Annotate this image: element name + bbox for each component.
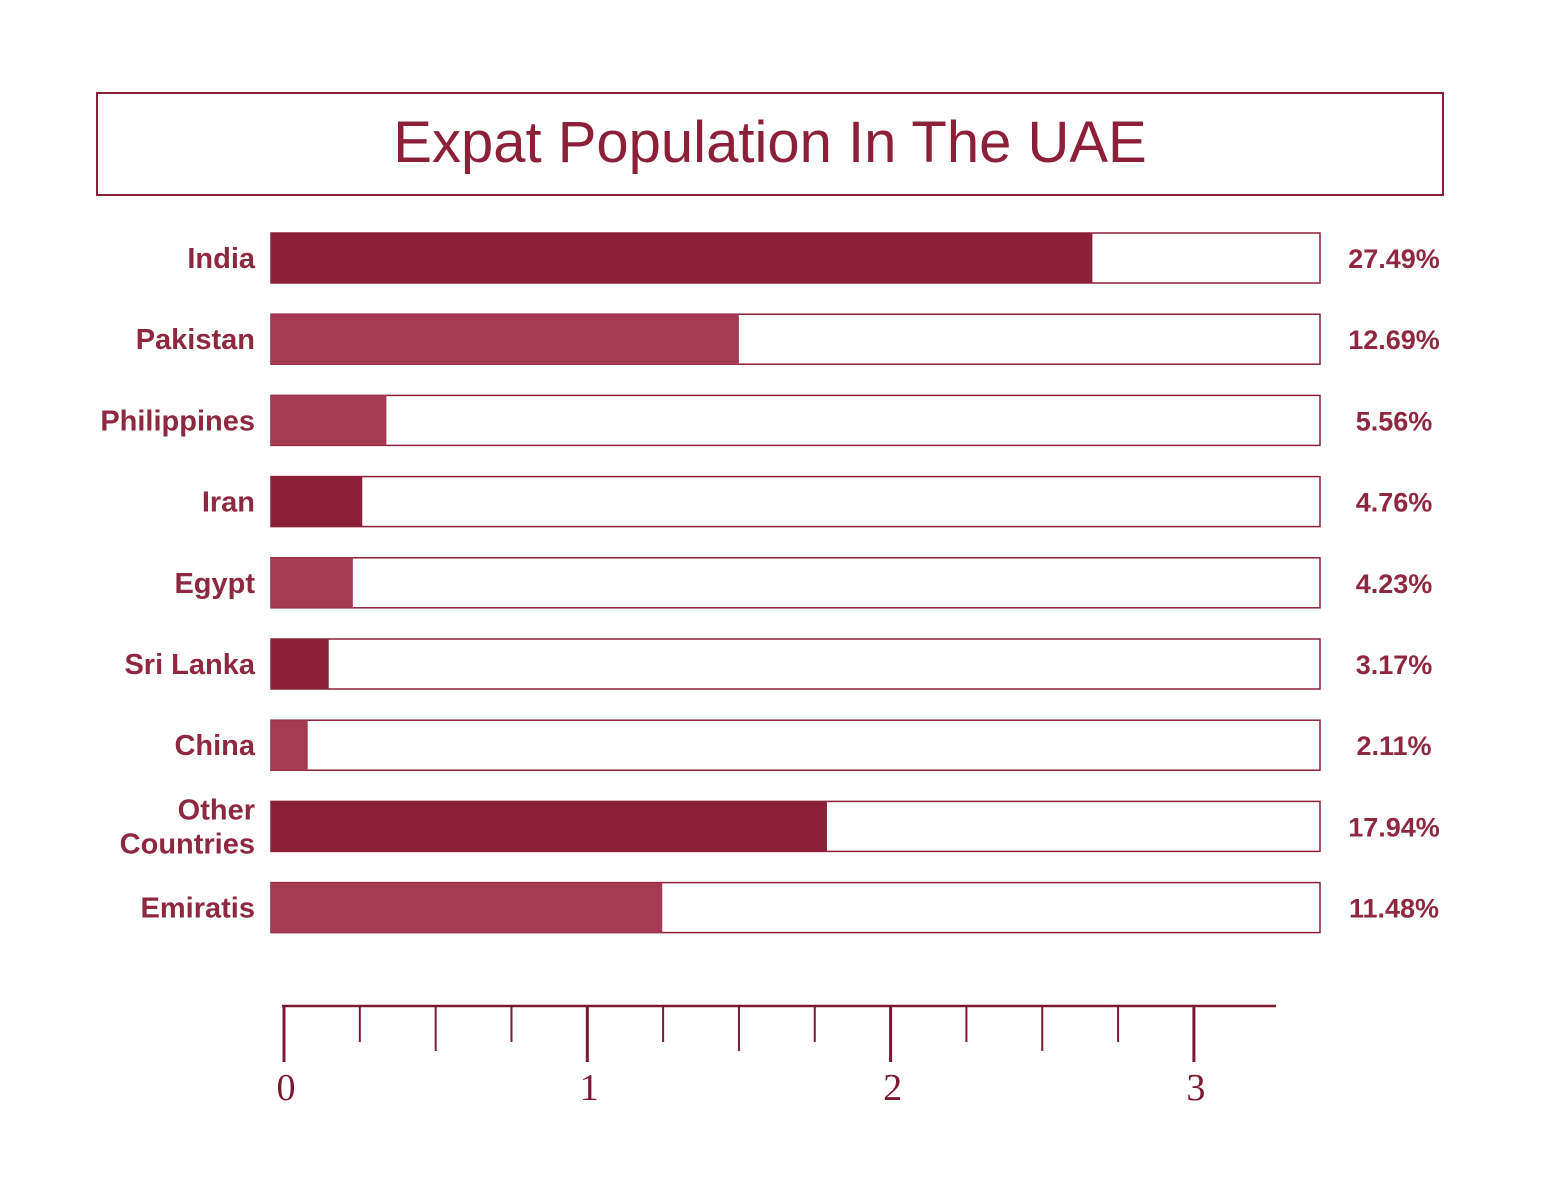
category-label-iran: Iran	[202, 487, 255, 519]
category-label-china: China	[174, 730, 255, 762]
category-label-philippines: Philippines	[100, 405, 255, 437]
bar-philippines	[271, 395, 387, 446]
axis-ruler: 0 1 2 3	[277, 1004, 1276, 1109]
bar-track-egypt	[270, 557, 1321, 609]
bar-track-philippines	[270, 394, 1321, 447]
ruler-tick-label: 2	[883, 1067, 902, 1109]
chart-title: Expat Population In The UAE	[393, 110, 1146, 175]
category-label-egypt: Egypt	[174, 568, 255, 600]
value-label-egypt: 4.23%	[1356, 569, 1433, 599]
category-label-emiratis: Emiratis	[141, 893, 255, 925]
bar-iran	[271, 476, 363, 527]
bar-pakistan	[271, 314, 739, 365]
ruler-tick-label: 1	[580, 1067, 599, 1109]
bar-china	[271, 720, 308, 771]
bar-sri-lanka	[271, 639, 329, 689]
value-label-pakistan: 12.69%	[1348, 325, 1440, 355]
bar-emiratis	[271, 882, 663, 933]
bar-india	[271, 233, 1093, 283]
value-label-sri-lanka: 3.17%	[1356, 650, 1433, 680]
title-box	[96, 92, 1444, 196]
value-label-philippines: 5.56%	[1356, 406, 1433, 436]
bar-group: India 27.49% Pakistan 12.69% Philippines 5.56…	[100, 232, 1440, 934]
ruler-tick-label: 0	[277, 1067, 296, 1109]
value-label-emiratis: 11.48%	[1349, 894, 1439, 924]
value-label-other-countries: 17.94%	[1348, 812, 1440, 842]
value-label-china: 2.11%	[1356, 731, 1431, 761]
ruler-tick-label: 3	[1186, 1067, 1205, 1109]
bar-other-countries	[271, 801, 827, 852]
value-label-iran: 4.76%	[1356, 488, 1433, 518]
bar-track-china	[270, 719, 1321, 771]
category-label-pakistan: Pakistan	[136, 324, 255, 356]
category-label-other-countries: Other Countries	[120, 794, 255, 860]
category-label-sri-lanka: Sri Lanka	[124, 649, 255, 681]
bar-egypt	[271, 557, 353, 608]
value-label-india: 27.49%	[1348, 244, 1440, 274]
bar-track-sri-lanka	[270, 638, 1321, 690]
category-label-india: India	[187, 243, 256, 275]
bar-track-iran	[270, 475, 1321, 528]
